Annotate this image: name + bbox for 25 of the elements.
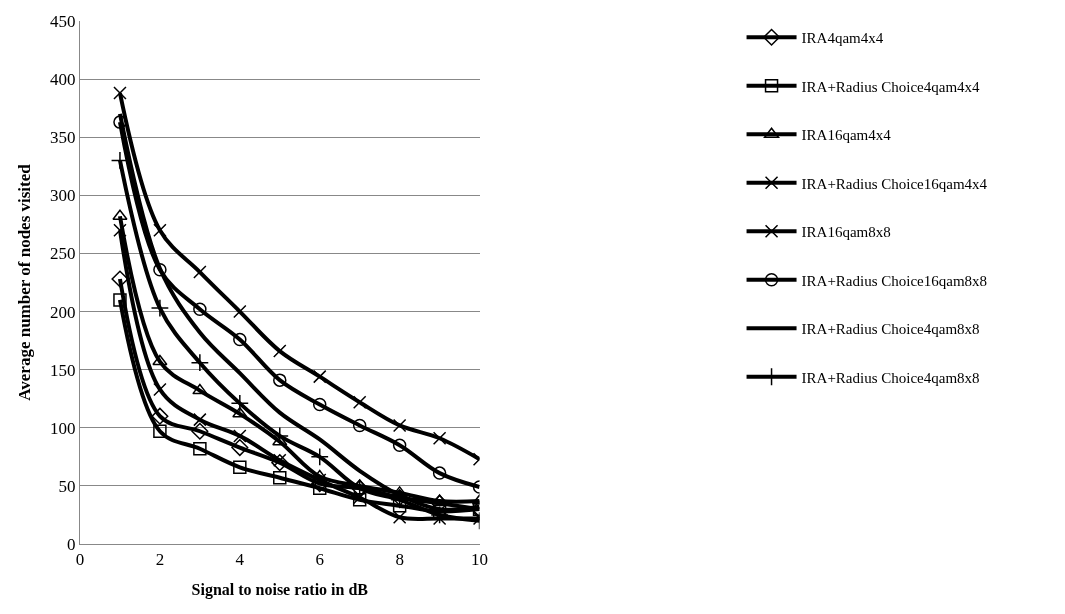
legend-label: IRA16qam4x4 xyxy=(801,127,892,144)
legend-label: IRA4qam4x4 xyxy=(801,30,884,47)
legend-label: IRA+Radius Choice16qam8x8 xyxy=(801,272,988,289)
y-tick-label: 300 xyxy=(50,186,76,206)
x-tick-label: 2 xyxy=(155,550,165,570)
y-tick-label: 250 xyxy=(50,244,76,264)
legend-label: IRA16qam8x8 xyxy=(801,224,891,241)
y-tick-label: 400 xyxy=(50,70,76,90)
x-axis-title: Signal to noise ratio in dB xyxy=(191,581,369,600)
legend-label: IRA+Radius Choice4qam4x4 xyxy=(801,78,981,95)
x-tick-label: 10 xyxy=(471,550,489,570)
y-tick-label: 350 xyxy=(50,128,76,148)
y-tick-label: 50 xyxy=(58,476,76,496)
legend-label: IRA+Radius Choice4qam8x8 xyxy=(801,369,980,386)
y-tick-label: 150 xyxy=(50,360,76,380)
y-axis-title: Average number of nodes visited xyxy=(14,163,34,401)
x-tick-label: 6 xyxy=(315,550,324,570)
y-tick-label: 0 xyxy=(67,534,76,554)
y-tick-label: 100 xyxy=(50,418,76,438)
y-tick-label: 450 xyxy=(50,11,76,31)
legend-label: IRA+Radius Choice4qam8x8 xyxy=(801,321,980,338)
legend-label: IRA+Radius Choice16qam4x4 xyxy=(801,175,988,192)
y-tick-label: 200 xyxy=(50,302,76,322)
x-tick-label: 8 xyxy=(395,550,404,570)
x-tick-label: 4 xyxy=(235,550,245,570)
